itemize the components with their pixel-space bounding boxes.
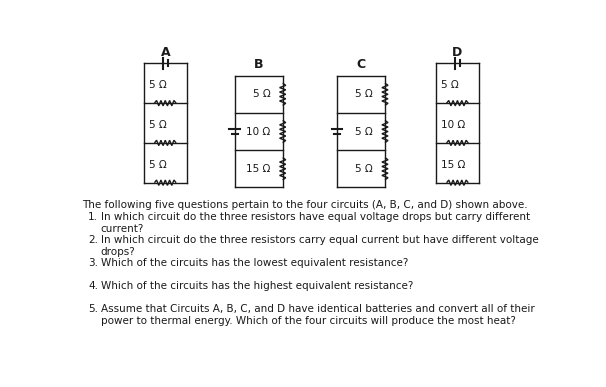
Text: 10 Ω: 10 Ω xyxy=(441,120,465,130)
Text: 10 Ω: 10 Ω xyxy=(247,127,271,137)
Text: D: D xyxy=(452,46,462,59)
Text: A: A xyxy=(161,46,170,59)
Text: 4.: 4. xyxy=(88,281,98,291)
Text: 5 Ω: 5 Ω xyxy=(253,89,271,99)
Text: 5 Ω: 5 Ω xyxy=(148,80,167,90)
Text: 5 Ω: 5 Ω xyxy=(148,160,167,170)
Text: 5 Ω: 5 Ω xyxy=(355,89,373,99)
Text: In which circuit do the three resistors carry equal current but have different v: In which circuit do the three resistors … xyxy=(101,235,538,257)
Text: B: B xyxy=(254,58,264,71)
Text: 15 Ω: 15 Ω xyxy=(441,160,465,170)
Text: 5 Ω: 5 Ω xyxy=(148,120,167,130)
Text: C: C xyxy=(356,58,365,71)
Text: 5 Ω: 5 Ω xyxy=(355,127,373,137)
Text: In which circuit do the three resistors have equal voltage drops but carry diffe: In which circuit do the three resistors … xyxy=(101,212,530,234)
Text: 1.: 1. xyxy=(88,212,98,222)
Text: 5.: 5. xyxy=(88,305,98,314)
Text: Assume that Circuits A, B, C, and D have identical batteries and convert all of : Assume that Circuits A, B, C, and D have… xyxy=(101,305,534,326)
Text: The following five questions pertain to the four circuits (A, B, C, and D) shown: The following five questions pertain to … xyxy=(82,200,528,211)
Text: Which of the circuits has the highest equivalent resistance?: Which of the circuits has the highest eq… xyxy=(101,281,413,291)
Text: 3.: 3. xyxy=(88,258,98,268)
Text: 15 Ω: 15 Ω xyxy=(246,164,271,174)
Text: 5 Ω: 5 Ω xyxy=(355,164,373,174)
Text: 2.: 2. xyxy=(88,235,98,245)
Text: 5 Ω: 5 Ω xyxy=(441,80,459,90)
Text: Which of the circuits has the lowest equivalent resistance?: Which of the circuits has the lowest equ… xyxy=(101,258,408,268)
